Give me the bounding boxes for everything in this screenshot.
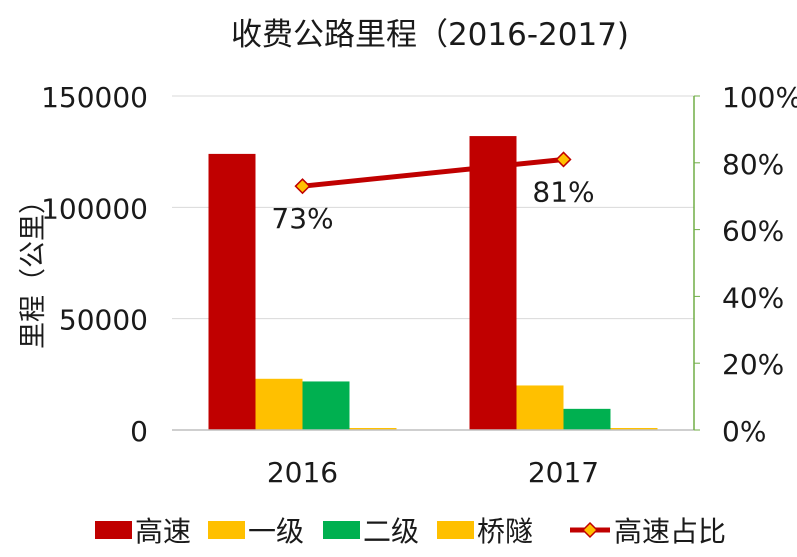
bar-一级 bbox=[516, 385, 564, 430]
legend-label: 高速占比 bbox=[614, 515, 726, 548]
ratio-line-path bbox=[302, 156, 564, 189]
legend-label: 高速 bbox=[135, 515, 191, 548]
legend-label: 二级 bbox=[363, 515, 419, 548]
y-tick-label: 50000 bbox=[59, 304, 148, 337]
y2-tick-label: 100% bbox=[722, 81, 797, 114]
bar-一级 bbox=[255, 378, 303, 430]
legend-swatch bbox=[208, 521, 245, 539]
legend-swatch bbox=[95, 521, 132, 539]
x-tick-labels: 2016 2017 bbox=[267, 456, 599, 489]
ratio-marker bbox=[294, 178, 311, 195]
x-tick-label: 2016 bbox=[267, 456, 338, 489]
y-tick-label: 100000 bbox=[41, 192, 148, 225]
legend-label: 桥隧 bbox=[477, 515, 533, 548]
axes bbox=[172, 95, 700, 431]
ratio-marker bbox=[555, 151, 572, 168]
y2-tick-label: 60% bbox=[722, 215, 784, 248]
legend-swatch bbox=[323, 521, 360, 539]
y-tick-labels: 0 50000 100000 150000 bbox=[41, 81, 148, 448]
chart-title: 收费公路里程（2016-2017) bbox=[231, 17, 629, 53]
y2-tick-label: 20% bbox=[722, 348, 784, 381]
legend: 高速 一级 二级 桥隧 高速占比 bbox=[95, 515, 726, 548]
data-label: 81% bbox=[532, 175, 594, 208]
bar-桥隧 bbox=[610, 427, 658, 430]
y-tick-label: 150000 bbox=[41, 81, 148, 114]
legend-swatch bbox=[437, 521, 474, 539]
y2-tick-label: 80% bbox=[722, 148, 784, 181]
bar-二级 bbox=[563, 408, 611, 430]
bar-高速 bbox=[469, 136, 517, 430]
bars bbox=[208, 136, 658, 431]
x-tick-label: 2017 bbox=[528, 456, 599, 489]
legend-marker bbox=[581, 521, 599, 539]
y2-tick-label: 0% bbox=[722, 415, 766, 448]
bar-二级 bbox=[302, 381, 350, 430]
y2-tick-labels: 0% 20% 40% 60% 80% 100% bbox=[722, 81, 797, 448]
bar-高速 bbox=[208, 153, 256, 431]
y-axis-label: 里程（公里） bbox=[18, 187, 49, 349]
grid-lines bbox=[172, 95, 694, 320]
bar-桥隧 bbox=[349, 427, 397, 430]
y2-tick-label: 40% bbox=[722, 281, 784, 314]
data-label: 73% bbox=[271, 202, 333, 235]
y-tick-label: 0 bbox=[130, 415, 148, 448]
legend-label: 一级 bbox=[248, 515, 304, 548]
ratio-line: 73% 81% bbox=[271, 151, 595, 235]
